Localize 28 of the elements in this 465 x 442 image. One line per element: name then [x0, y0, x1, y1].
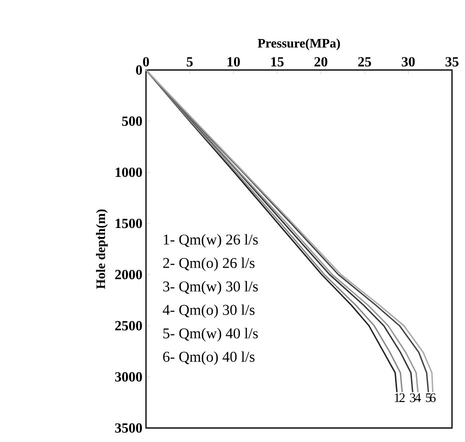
x-tick-label: 20	[314, 57, 328, 66]
series-label: 3	[410, 393, 416, 402]
x-tick-label: 0	[143, 57, 149, 66]
y-tick-label: 500	[122, 116, 142, 126]
x-tick-label: 5	[186, 57, 193, 66]
y-tick-label: 3500	[115, 423, 142, 433]
annotation: 3- Qm(w) 30 l/s	[163, 280, 258, 295]
x-tick-label: 25	[358, 57, 372, 66]
annotation: 6- Qm(o) 40 l/s	[163, 351, 254, 365]
annotation: 5- Qm(w) 40 l/s	[163, 328, 258, 342]
x-axis-title: Pressure(MPa)	[258, 38, 340, 50]
y-tick-label: 2500	[115, 321, 142, 330]
y-tick-label: 1500	[116, 218, 142, 228]
annotation: 1- Qm(w) 26 l/s	[164, 234, 258, 248]
y-tick-label: 1000	[116, 168, 142, 177]
x-tick-label: 30	[402, 57, 415, 66]
series-label: 4	[414, 393, 421, 402]
x-tick-label: 35	[446, 57, 458, 66]
series-label: 2	[399, 393, 405, 402]
annotation: 4- Qm(o) 30 l/s	[162, 304, 254, 318]
y-tick-label: 2000	[115, 270, 142, 280]
x-tick-label: 15	[271, 57, 284, 66]
x-tick-label: 10	[228, 57, 240, 66]
series-label: 1	[394, 393, 400, 402]
annotation: 2- Qm(o) 26 l/s	[163, 258, 254, 272]
y-tick-label: 0	[136, 65, 142, 75]
y-axis-title: Hole depth(m)	[96, 209, 108, 289]
y-tick-label: 3000	[115, 372, 142, 382]
